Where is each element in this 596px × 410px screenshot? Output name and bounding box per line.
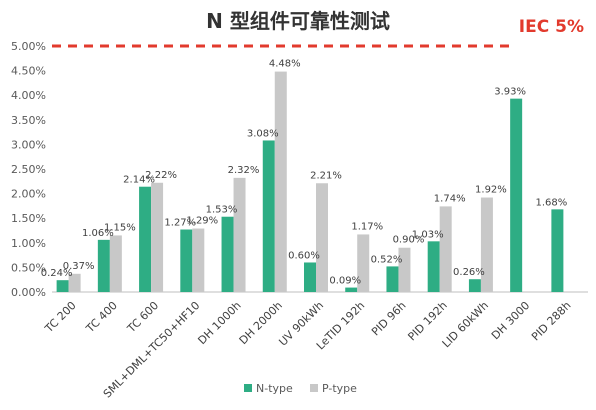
- bar-p-type: [233, 177, 246, 292]
- bar-p-type: [192, 228, 205, 292]
- data-label: 0.90%: [393, 235, 425, 246]
- bar-n-type: [510, 98, 523, 292]
- reference-line-layer: IEC 5%: [52, 17, 584, 48]
- legend-label-p-type: P-type: [322, 382, 357, 395]
- x-tick-label: PID 96h: [369, 299, 408, 338]
- y-tick-label: 4.50%: [11, 65, 46, 78]
- bar-p-type: [398, 247, 411, 292]
- data-label: 4.48%: [269, 59, 301, 70]
- legend-label-n-type: N-type: [256, 382, 293, 395]
- data-label: 1.06%: [82, 228, 114, 239]
- bar-p-type: [480, 197, 493, 292]
- data-label: 1.92%: [475, 185, 507, 196]
- bar-n-type: [345, 287, 358, 292]
- data-label: 0.24%: [41, 268, 73, 279]
- bars-layer: [56, 71, 564, 292]
- bar-p-type: [316, 183, 328, 292]
- bar-n-type: [180, 229, 193, 292]
- bar-n-type: [56, 280, 69, 292]
- data-label: 1.74%: [434, 193, 466, 204]
- bar-n-type: [468, 279, 481, 292]
- bar-n-type: [304, 262, 316, 292]
- data-labels-layer: 0.24%0.37% 1.06%1.15% 2.14%2.22% 1.27%1.29%…: [41, 59, 568, 287]
- bar-p-type: [439, 206, 452, 292]
- data-label: 0.26%: [453, 267, 485, 278]
- legend-swatch-p-type: [310, 384, 318, 392]
- data-label: 1.15%: [104, 222, 136, 233]
- bar-n-type: [262, 140, 275, 292]
- y-tick-label: 2.00%: [11, 188, 46, 201]
- axis-layer: 0.00% 0.50% 1.00% 1.50% 2.00% 2.50% 3.00% 3.50%…: [11, 40, 588, 299]
- y-tick-label: 2.50%: [11, 163, 46, 176]
- bar-n-type: [139, 186, 152, 292]
- data-label: 1.03%: [412, 229, 444, 240]
- bar-p-type: [274, 71, 287, 292]
- x-tick-label: PID 288h: [529, 299, 573, 343]
- data-label: 3.08%: [247, 128, 279, 139]
- x-tick-label: DH 3000: [489, 299, 532, 342]
- data-label: 2.32%: [228, 165, 260, 176]
- y-tick-label: 5.00%: [11, 40, 46, 53]
- y-tick-label: 0.50%: [11, 261, 46, 274]
- bar-n-type: [386, 266, 399, 292]
- x-tick-label: TC 400: [83, 299, 120, 336]
- bar-p-type: [357, 234, 370, 292]
- bar-n-type: [221, 216, 234, 292]
- legend-swatch-n-type: [244, 384, 252, 392]
- y-tick-label: 3.50%: [11, 114, 46, 127]
- bar-n-type: [551, 209, 564, 292]
- y-tick-label: 4.00%: [11, 89, 46, 102]
- data-label: 1.17%: [351, 221, 383, 232]
- data-label: 1.29%: [186, 216, 218, 227]
- y-tick-label: 1.50%: [11, 212, 46, 225]
- bar-p-type: [151, 182, 164, 292]
- bar-n-type: [97, 239, 110, 292]
- data-label: 1.68%: [535, 197, 567, 208]
- data-label: 1.27%: [164, 218, 196, 229]
- data-label: 3.93%: [494, 87, 526, 98]
- y-tick-label: 1.00%: [11, 237, 46, 250]
- legend: N-type P-type: [244, 382, 357, 395]
- x-tick-label: DH 1000h: [195, 299, 243, 347]
- iec-limit-label: IEC 5%: [519, 17, 584, 37]
- bar-p-type: [109, 235, 122, 292]
- data-label: 2.14%: [123, 175, 155, 186]
- data-label: 0.60%: [288, 250, 320, 261]
- data-label: 0.52%: [371, 254, 403, 265]
- data-label: 0.37%: [63, 261, 95, 272]
- chart-title: N 型组件可靠性测试: [206, 9, 390, 33]
- data-label: 2.21%: [310, 170, 342, 181]
- x-tick-label: TC 200: [42, 299, 79, 336]
- bar-n-type: [427, 241, 440, 292]
- data-label: 2.22%: [145, 170, 177, 181]
- data-label: 1.53%: [206, 205, 238, 216]
- x-tick-label: TC 600: [124, 299, 161, 336]
- bar-p-type: [68, 273, 81, 292]
- data-label: 0.09%: [329, 276, 361, 287]
- y-tick-label: 3.00%: [11, 138, 46, 151]
- y-tick-label: 0.00%: [11, 286, 46, 299]
